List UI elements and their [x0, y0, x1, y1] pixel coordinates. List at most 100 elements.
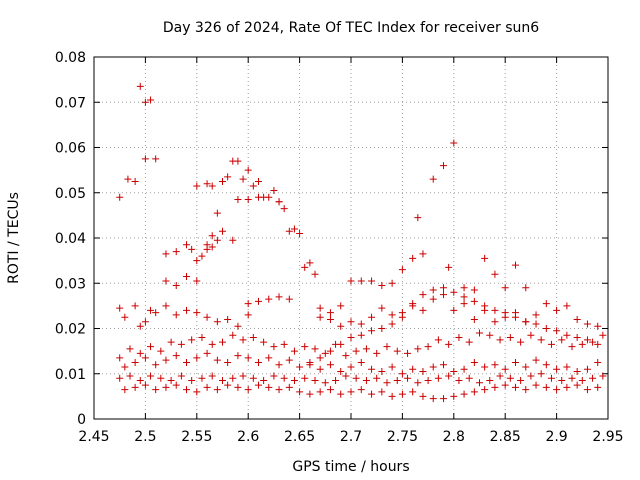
data-point: [337, 322, 345, 330]
data-point: [368, 277, 376, 285]
data-point: [136, 82, 144, 90]
data-point: [162, 356, 170, 364]
data-point: [357, 331, 365, 339]
data-point: [136, 349, 144, 357]
data-point: [162, 383, 170, 391]
data-point: [368, 390, 376, 398]
data-point: [116, 374, 124, 382]
data-point: [553, 306, 561, 314]
data-point: [301, 343, 309, 351]
data-point: [306, 390, 314, 398]
data-point: [357, 320, 365, 328]
data-point: [270, 343, 278, 351]
data-point: [357, 358, 365, 366]
data-point: [270, 186, 278, 194]
data-point: [326, 361, 334, 369]
data-point: [296, 363, 304, 371]
data-point: [147, 372, 155, 380]
data-point: [558, 377, 566, 385]
y-tick-label: 0.01: [55, 367, 86, 383]
data-point: [152, 361, 160, 369]
data-point: [563, 302, 571, 310]
data-point: [244, 300, 252, 308]
data-point: [470, 297, 478, 305]
data-point: [224, 173, 232, 181]
data-point: [583, 336, 591, 344]
data-point: [517, 338, 525, 346]
data-point: [440, 162, 448, 170]
data-point: [599, 372, 607, 380]
data-point: [378, 388, 386, 396]
data-point: [326, 315, 334, 323]
data-point: [393, 377, 401, 385]
data-point: [424, 377, 432, 385]
data-point: [440, 361, 448, 369]
data-point: [470, 286, 478, 294]
data-points: [116, 82, 607, 403]
data-point: [347, 363, 355, 371]
data-point: [301, 374, 309, 382]
data-point: [347, 334, 355, 342]
data-point: [522, 386, 530, 394]
data-point: [124, 175, 132, 183]
data-point: [229, 331, 237, 339]
data-point: [470, 315, 478, 323]
data-point: [352, 374, 360, 382]
data-point: [470, 358, 478, 366]
data-point: [594, 358, 602, 366]
data-point: [234, 157, 242, 165]
data-point: [594, 383, 602, 391]
data-point: [517, 377, 525, 385]
data-point: [337, 302, 345, 310]
data-point: [203, 241, 211, 249]
data-point: [599, 331, 607, 339]
data-point: [157, 374, 165, 382]
data-point: [501, 381, 509, 389]
data-point: [460, 300, 468, 308]
data-point: [203, 349, 211, 357]
data-point: [234, 352, 242, 360]
data-point: [265, 295, 273, 303]
data-point: [511, 383, 519, 391]
data-point: [311, 377, 319, 385]
data-point: [404, 349, 412, 357]
data-point: [177, 340, 185, 348]
x-tick-label: 2.7: [340, 429, 362, 445]
data-point: [141, 318, 149, 326]
data-point: [183, 241, 191, 249]
data-point: [532, 381, 540, 389]
data-point: [547, 374, 555, 382]
data-point: [434, 336, 442, 344]
data-point: [311, 345, 319, 353]
data-point: [208, 182, 216, 190]
data-point: [131, 302, 139, 310]
data-point: [476, 379, 483, 387]
data-point: [116, 193, 124, 201]
data-point: [404, 374, 412, 382]
data-point: [116, 354, 124, 362]
data-point: [368, 327, 376, 335]
data-point: [501, 309, 509, 317]
data-point: [558, 336, 566, 344]
data-point: [316, 388, 324, 396]
data-point: [290, 347, 298, 355]
data-point: [229, 236, 237, 244]
data-point: [419, 367, 427, 375]
data-point: [213, 209, 221, 217]
data-point: [481, 363, 489, 371]
y-tick-label: 0.03: [55, 276, 86, 292]
data-point: [409, 254, 417, 262]
y-tick-label: 0: [77, 412, 86, 428]
data-point: [378, 304, 386, 312]
y-tick-labels: 0 0.01 0.02 0.03 0.04 0.05 0.06 0.07 0.08: [55, 50, 86, 428]
data-point: [285, 356, 293, 364]
x-tick-label: 2.65: [284, 429, 315, 445]
data-point: [414, 214, 422, 222]
data-point: [141, 98, 149, 106]
x-tick-label: 2.9: [545, 429, 567, 445]
x-tick-label: 2.6: [237, 429, 259, 445]
x-tick-label: 2.5: [134, 429, 156, 445]
data-point: [121, 363, 129, 371]
data-point: [589, 338, 597, 346]
data-point: [424, 343, 432, 351]
